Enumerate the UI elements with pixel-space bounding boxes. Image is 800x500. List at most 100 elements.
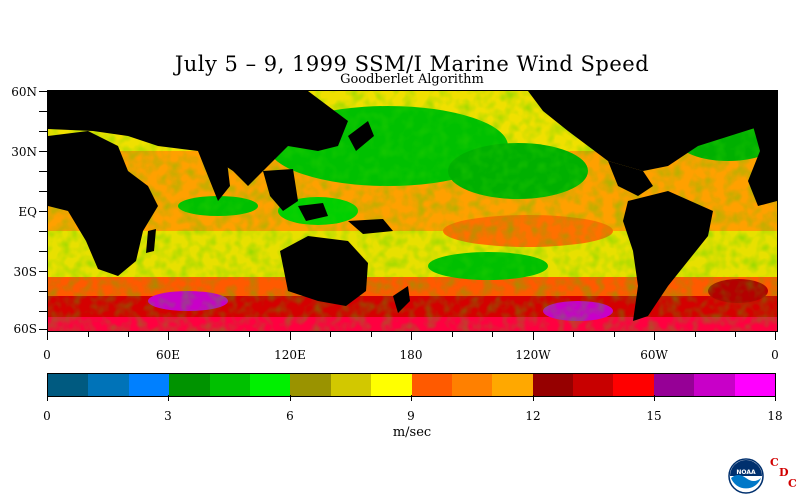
- lon-tick: [290, 331, 291, 340]
- colorbar-swatch: [451, 374, 493, 396]
- lat-tick: [39, 111, 47, 112]
- land-madagascar: [146, 229, 156, 253]
- lat-label-30s: 30S: [13, 265, 38, 279]
- colorbar-label-6: 6: [286, 409, 294, 423]
- colorbar-swatch: [48, 374, 89, 396]
- lon-tick: [573, 331, 574, 337]
- lat-tick: [39, 231, 47, 232]
- lon-tick: [168, 331, 169, 340]
- lon-tick: [47, 331, 48, 340]
- colorbar-tick: [168, 395, 169, 401]
- lat-tick: [39, 271, 47, 272]
- lon-tick: [452, 331, 453, 337]
- lon-label-120e: 120E: [274, 348, 306, 362]
- lat-tick: [39, 211, 47, 212]
- lat-tick: [39, 91, 47, 92]
- lat-tick: [39, 191, 47, 192]
- land-new-guinea: [348, 219, 393, 234]
- colorbar-swatch: [128, 374, 170, 396]
- lat-tick: [39, 291, 47, 292]
- lon-tick: [775, 331, 776, 340]
- lon-label-60e: 60E: [155, 348, 181, 362]
- lon-tick: [492, 331, 493, 337]
- land-north-america: [528, 91, 777, 171]
- land-central-america: [608, 161, 653, 196]
- colorbar-swatch: [371, 374, 412, 396]
- lat-tick: [39, 131, 47, 132]
- colorbar-swatch: [249, 374, 291, 396]
- land-japan: [348, 121, 374, 151]
- lat-tick: [39, 171, 47, 172]
- colorbar-swatch: [532, 374, 574, 396]
- colorbar-tick: [290, 395, 291, 401]
- lat-label-30n: 30N: [11, 145, 37, 159]
- colorbar-swatch: [290, 374, 331, 396]
- colorbar-tick: [533, 395, 534, 401]
- land-new-zealand: [393, 286, 410, 313]
- cdc-letter-c1: C: [770, 456, 779, 469]
- lat-label-eq: EQ: [18, 205, 37, 219]
- lon-tick: [330, 331, 331, 337]
- colorbar-swatch: [330, 374, 372, 396]
- colorbar-tick: [411, 395, 412, 401]
- colorbar-tick: [775, 395, 776, 401]
- lon-label-0-east: 0: [771, 348, 779, 362]
- colorbar-swatch: [169, 374, 210, 396]
- map-canvas: [48, 91, 777, 331]
- land-africa: [48, 131, 158, 276]
- lon-tick: [614, 331, 615, 337]
- lon-tick: [695, 331, 696, 337]
- colorbar-label-0: 0: [43, 409, 51, 423]
- colorbar-swatch: [411, 374, 452, 396]
- lat-tick: [39, 251, 47, 252]
- land-south-america: [623, 191, 713, 321]
- colorbar-swatch: [88, 374, 129, 396]
- lon-tick: [249, 331, 250, 337]
- colorbar-swatch: [694, 374, 735, 396]
- lat-tick: [39, 329, 47, 330]
- lon-label-180: 180: [399, 348, 423, 362]
- colorbar-swatch: [209, 374, 250, 396]
- land-india: [198, 151, 230, 201]
- land-borneo: [298, 203, 328, 221]
- lon-label-0: 0: [43, 348, 51, 362]
- colorbar-label-12: 12: [525, 409, 541, 423]
- cdc-letter-d: D: [779, 466, 789, 479]
- lat-label-60n: 60N: [11, 85, 37, 99]
- lat-tick: [39, 311, 47, 312]
- colorbar-label-9: 9: [407, 409, 415, 423]
- map-subtitle: Goodberlet Algorithm: [340, 72, 484, 87]
- land-greenland-europe: [748, 91, 777, 206]
- colorbar-tick: [654, 395, 655, 401]
- land-eurasia: [48, 91, 348, 186]
- lat-label-60s: 60S: [13, 322, 38, 336]
- lon-label-60w: 60W: [640, 348, 668, 362]
- colorbar-label-3: 3: [164, 409, 172, 423]
- lat-tick: [39, 151, 47, 152]
- lon-tick: [371, 331, 372, 337]
- lon-tick: [654, 331, 655, 340]
- lon-tick: [88, 331, 89, 337]
- lon-tick: [209, 331, 210, 337]
- colorbar-tick: [47, 395, 48, 401]
- colorbar-swatch: [653, 374, 695, 396]
- colorbar-swatch: [734, 374, 776, 396]
- noaa-logo-text: NOAA: [736, 469, 756, 476]
- wind-speed-colorbar: [47, 373, 776, 397]
- land-australia: [280, 236, 368, 306]
- colorbar-swatch: [492, 374, 533, 396]
- lon-tick: [411, 331, 412, 340]
- cdc-letter-c2: C: [788, 477, 797, 490]
- colorbar-swatch: [573, 374, 614, 396]
- lon-tick: [128, 331, 129, 337]
- lon-label-120w: 120W: [515, 348, 551, 362]
- lon-tick: [735, 331, 736, 337]
- noaa-logo: NOAA: [728, 458, 764, 494]
- land-se-asia: [263, 169, 298, 211]
- colorbar-swatch: [613, 374, 654, 396]
- colorbar-label-18: 18: [767, 409, 783, 423]
- land-masses: [48, 91, 777, 321]
- colorbar-label-15: 15: [646, 409, 662, 423]
- wind-speed-map: [47, 90, 778, 332]
- colorbar-unit: m/sec: [392, 425, 432, 440]
